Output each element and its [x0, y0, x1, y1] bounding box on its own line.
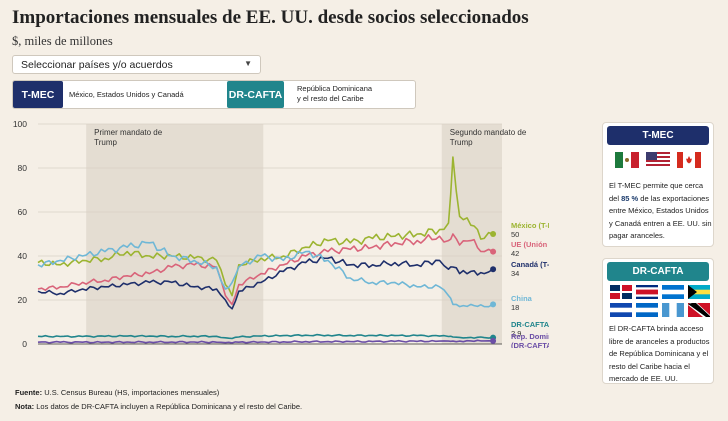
y-tick-label: 80 — [18, 163, 28, 173]
y-tick-label: 40 — [18, 251, 28, 261]
series-value-label: 42 — [511, 249, 519, 258]
series-name-label: China — [511, 294, 533, 303]
series-endpoint-5 — [490, 337, 497, 344]
series-name-label: Rep. Dominicana — [511, 332, 549, 341]
shaded-label-0: Primer mandato de — [94, 128, 163, 137]
shaded-label-0-line2: Trump — [94, 138, 117, 147]
canada-flag-icon — [677, 152, 701, 168]
series-name-label-line2: (DR-CAFTA) — [511, 341, 549, 348]
drcafta-card-text: El DR-CAFTA brinda acceso libre de aranc… — [609, 324, 710, 383]
bahamas-flag-icon — [688, 285, 710, 299]
y-tick-label: 0 — [22, 339, 27, 348]
tmec-card-title: T-MEC — [607, 126, 709, 145]
guatemala-flag-icon — [662, 303, 684, 317]
y-tick-label: 60 — [18, 207, 28, 217]
usa-flag-icon — [646, 152, 670, 168]
el-salvador-flag-icon — [610, 303, 632, 317]
select-label: Seleccionar países y/o acuerdos — [21, 59, 173, 71]
tmec-text-pre: El T-MEC permite que cerca del — [609, 181, 704, 203]
agreement-tabs: T-MEC México, Estados Unidos y Canadá DR… — [12, 80, 416, 109]
series-value-label: 34 — [511, 269, 519, 278]
series-value-label: 18 — [511, 303, 519, 312]
mexico-flag-icon — [615, 152, 639, 168]
x-tick-label: Ene 2018 — [109, 347, 146, 348]
series-endpoint-0 — [490, 231, 497, 237]
tab-tmec[interactable]: T-MEC — [13, 81, 63, 108]
tmec-info-card: T-MEC El T-MEC permite que cerca del 85 … — [602, 122, 714, 247]
x-tick-label: Ene 2026 — [466, 347, 503, 348]
series-name-label: DR-CAFTA (Total) — [511, 320, 549, 329]
note-label: Nota: — [15, 402, 35, 411]
x-tick-label: Ene 2024 — [377, 347, 414, 348]
series-name-label: México (T-MEC) — [511, 221, 549, 230]
chevron-down-icon: ▼ — [244, 59, 252, 68]
y-tick-label: 20 — [18, 295, 28, 305]
series-name-label: Canadá (T-MEC) — [511, 260, 549, 269]
shaded-label-1-line2: Trump — [450, 138, 473, 147]
source-text: U.S. Census Bureau (HS, importaciones me… — [44, 388, 220, 397]
tab-drcafta-description-1: República Dominicana — [297, 84, 373, 93]
series-line-4 — [37, 333, 494, 340]
x-tick-label: Ene 2016 — [20, 347, 57, 348]
series-endpoint-3 — [490, 301, 497, 308]
page-title: Importaciones mensuales de EE. UU. desde… — [12, 7, 529, 28]
tab-drcafta-description-2: y el resto del Caribe — [297, 94, 364, 103]
shaded-period-0 — [86, 124, 264, 344]
tmec-text-bold: 85 % — [621, 193, 639, 203]
series-line-3 — [37, 240, 494, 308]
country-select-dropdown[interactable]: Seleccionar países y/o acuerdos ▼ — [12, 55, 261, 74]
series-line-1 — [37, 233, 494, 306]
costa-rica-flag-icon — [636, 285, 658, 299]
source-note: Fuente: U.S. Census Bureau (HS, importac… — [15, 388, 219, 397]
nicaragua-flag-icon — [636, 303, 658, 317]
note-text: Los datos de DR-CAFTA incluyen a Repúbli… — [36, 402, 303, 411]
drcafta-info-card: DR-CAFTA El DR-CAFTA brinda acceso libre… — [602, 258, 714, 384]
series-name-label: UE (Unión Europea) — [511, 240, 549, 249]
source-label: Fuente: — [15, 388, 43, 397]
series-value-label: 50 — [511, 230, 519, 239]
page-subtitle: $, miles de millones — [12, 34, 113, 48]
x-tick-label: Ene 2020 — [198, 347, 235, 348]
tmec-card-text: El T-MEC permite que cerca del 85 % de l… — [609, 180, 713, 243]
series-line-5 — [37, 339, 494, 344]
series-endpoint-1 — [490, 248, 497, 255]
tmec-text-post: de las exportaciones entre México, Estad… — [609, 193, 712, 241]
honduras-flag-icon — [662, 285, 684, 299]
series-value-label: 2.9 — [511, 329, 521, 338]
drcafta-card-title: DR-CAFTA — [607, 262, 709, 281]
data-note: Nota: Los datos de DR-CAFTA incluyen a R… — [15, 402, 302, 411]
tab-tmec-description: México, Estados Unidos y Canadá — [69, 90, 184, 99]
trinidad-flag-icon — [688, 303, 710, 317]
x-tick-label: Ene 2022 — [287, 347, 324, 348]
series-line-2 — [37, 256, 494, 310]
y-tick-label: 100 — [13, 119, 27, 129]
tab-drcafta[interactable]: DR-CAFTA — [227, 81, 284, 108]
dominican-republic-flag-icon — [610, 285, 632, 299]
series-line-0 — [37, 156, 494, 297]
series-endpoint-2 — [490, 266, 497, 273]
shaded-label-1: Segundo mandato de — [450, 128, 527, 137]
